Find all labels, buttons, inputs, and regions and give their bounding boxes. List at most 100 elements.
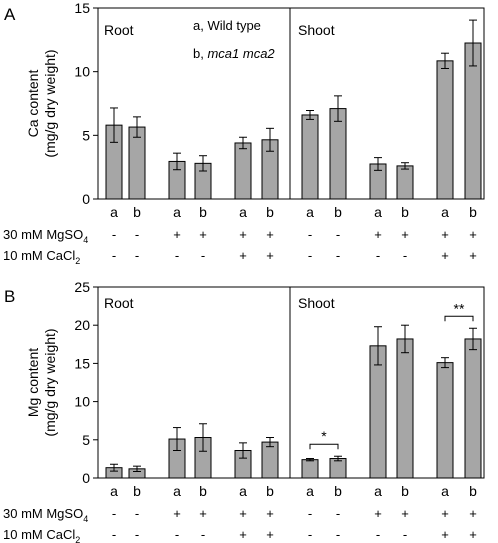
mgso4-sign: - (308, 227, 312, 242)
y-tick-label: 0 (82, 470, 90, 486)
legend-entry-mutant: b, mca1 mca2 (193, 46, 275, 61)
x-tick-label: b (266, 483, 274, 499)
cacl2-row-label: 10 mM CaCl2 (3, 248, 80, 266)
x-tick-label: b (334, 483, 342, 499)
cacl2-sign: - (112, 527, 116, 542)
bar (329, 108, 347, 200)
bar (301, 459, 319, 479)
mgso4-sign: + (239, 506, 247, 521)
mgso4-sign: - (112, 227, 116, 242)
mgso4-sign: + (374, 227, 382, 242)
mgso4-sign: + (199, 227, 207, 242)
bar (396, 165, 414, 200)
cacl2-sign: - (135, 248, 139, 263)
mgso4-row-label: 30 mM MgSO4 (3, 506, 88, 524)
mgso4-sign: - (112, 506, 116, 521)
x-tick-label: a (173, 483, 181, 499)
cacl2-sign: - (308, 527, 312, 542)
cacl2-sign: + (266, 527, 274, 542)
section-label-shoot: Shoot (298, 22, 335, 38)
plot-frame (97, 7, 485, 200)
panel-a: A 0 5 10 15 Ca content (mg/g dry weight) Root Sh… (3, 0, 485, 266)
cacl2-sign: + (441, 248, 449, 263)
cacl2-sign: - (376, 248, 380, 263)
mgso4-sign: - (336, 227, 340, 242)
x-tick-label: a (374, 483, 382, 499)
bar (329, 458, 347, 479)
bar (464, 338, 482, 479)
cacl2-sign: + (441, 527, 449, 542)
cacl2-sign: + (239, 527, 247, 542)
y-tick-label: 10 (74, 64, 90, 80)
panel-label: A (4, 5, 16, 24)
x-tick-label: a (173, 204, 181, 220)
mgso4-sign: - (336, 506, 340, 521)
bar (128, 126, 146, 200)
y-tick-label: 25 (74, 279, 90, 295)
cacl2-sign: - (175, 248, 179, 263)
x-tick-label: a (441, 204, 449, 220)
y-tick-label: 0 (82, 191, 90, 207)
mgso4-sign: + (374, 506, 382, 521)
mgso4-sign: + (199, 506, 207, 521)
mgso4-sign: + (173, 506, 181, 521)
y-tick-label: 20 (74, 317, 90, 333)
cacl2-row-label: 10 mM CaCl2 (3, 527, 80, 543)
x-tick-label: b (266, 204, 274, 220)
significance-mark: ** (454, 300, 465, 316)
mgso4-sign: + (401, 506, 409, 521)
bar (436, 60, 454, 200)
significance-bracket (309, 443, 339, 450)
y-tick-label: 15 (74, 0, 90, 16)
section-label-root: Root (104, 295, 134, 311)
x-tick-label: a (441, 483, 449, 499)
cacl2-sign: - (376, 527, 380, 542)
panel-label: B (4, 287, 15, 306)
section-label-shoot: Shoot (298, 295, 335, 311)
panel-b: B 0 5 10 15 20 25 Mg content (mg/g dry weight) Ro… (3, 279, 485, 543)
x-tick-label: b (334, 204, 342, 220)
x-tick-label: a (306, 204, 314, 220)
y-axis-label: (mg/g dry weight) (42, 49, 58, 157)
x-tick-label: a (110, 204, 118, 220)
cacl2-sign: - (201, 248, 205, 263)
x-tick-label: a (374, 204, 382, 220)
cacl2-sign: - (175, 527, 179, 542)
cacl2-sign: + (469, 527, 477, 542)
cacl2-sign: + (266, 248, 274, 263)
bar (301, 114, 319, 200)
mgso4-row-label: 30 mM MgSO4 (3, 227, 88, 245)
cacl2-sign: - (403, 527, 407, 542)
bar (369, 345, 387, 479)
cacl2-sign: - (112, 248, 116, 263)
y-tick-label: 5 (82, 432, 90, 448)
x-tick-label: b (469, 483, 477, 499)
y-tick-label: 10 (74, 394, 90, 410)
y-tick-label: 15 (74, 355, 90, 371)
bar (436, 362, 454, 479)
x-tick-label: b (401, 204, 409, 220)
mgso4-sign: - (135, 227, 139, 242)
x-tick-label: a (306, 483, 314, 499)
cacl2-sign: - (135, 527, 139, 542)
mgso4-sign: + (239, 227, 247, 242)
significance-mark: * (321, 428, 327, 444)
section-label-root: Root (104, 22, 134, 38)
cacl2-sign: - (336, 527, 340, 542)
legend-entry-wild-type: a, Wild type (193, 18, 261, 33)
cacl2-sign: + (469, 248, 477, 263)
significance-bracket (444, 315, 474, 322)
cacl2-sign: - (403, 248, 407, 263)
mgso4-sign: + (469, 227, 477, 242)
bar (234, 142, 252, 200)
y-tick-label: 5 (82, 127, 90, 143)
mgso4-sign: - (135, 506, 139, 521)
mgso4-sign: + (266, 506, 274, 521)
mgso4-sign: + (173, 227, 181, 242)
x-tick-label: b (199, 483, 207, 499)
plot-frame (97, 286, 485, 479)
x-tick-label: a (239, 483, 247, 499)
mgso4-sign: + (469, 506, 477, 521)
y-axis-label: Ca content (25, 70, 41, 138)
